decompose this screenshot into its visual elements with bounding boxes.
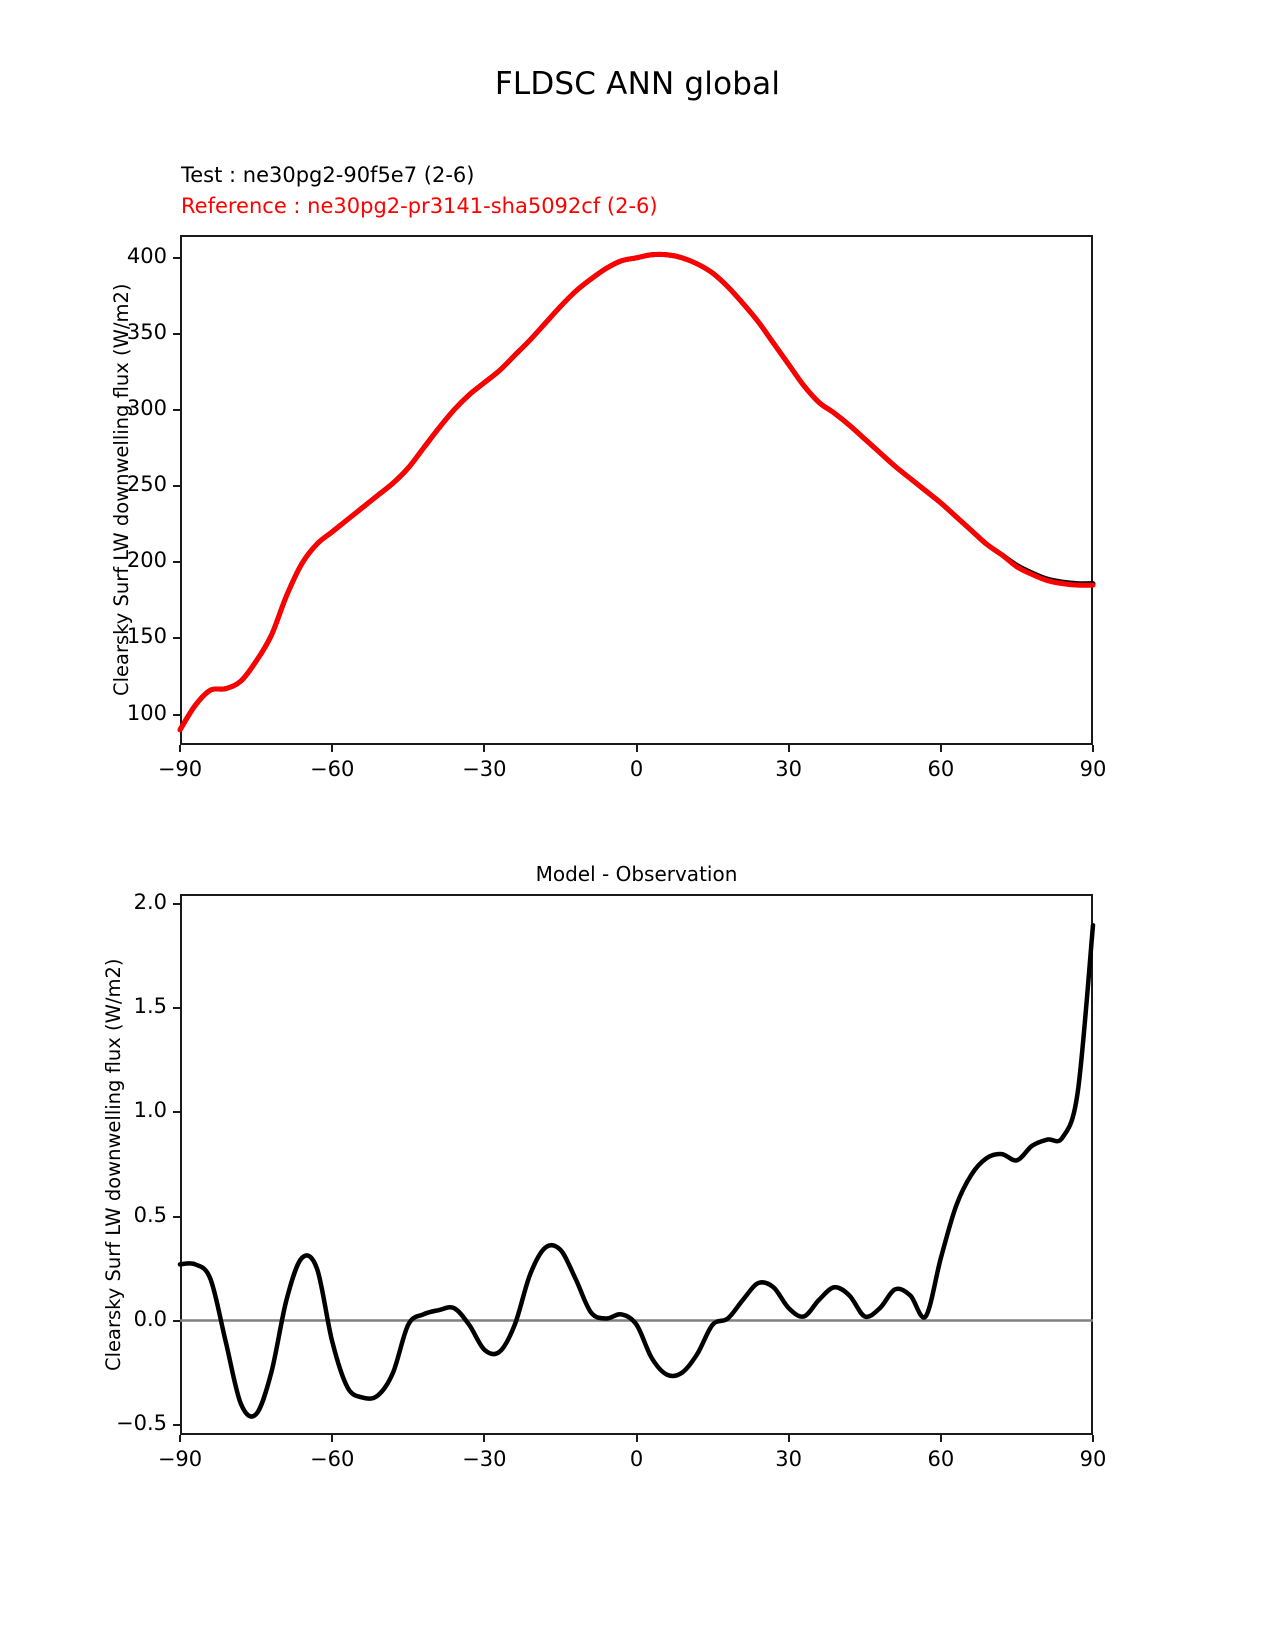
x-tick-mark [483,745,486,752]
series-line-0 [177,922,1096,1419]
page-title: FLDSC ANN global [494,66,781,102]
y-tick-label: 400 [126,243,167,268]
x-tick-mark [787,745,790,752]
y-tick-label: 250 [126,472,167,497]
x-tick-label: 0 [629,1447,644,1471]
x-tick-mark [635,1435,638,1442]
x-tick-mark [939,1435,942,1442]
y-tick-label: 200 [126,548,167,573]
y-tick-mark [173,1319,180,1322]
x-tick-label: 60 [927,1447,955,1471]
x-tick-mark [1092,1435,1094,1442]
difference-panel-title: Model - Observation [535,862,738,886]
x-tick-mark [331,1435,334,1442]
x-tick-label: −30 [462,1447,507,1471]
legend-reference-label: Reference : ne30pg2-pr3141-sha5092cf (2-… [181,194,658,218]
x-tick-label: 60 [927,757,955,781]
y-tick-label: 300 [126,396,167,421]
x-tick-label: −30 [462,757,507,781]
y-tick-label: 2.0 [133,890,167,915]
y-tick-mark [173,409,180,412]
y-tick-label: 150 [126,624,167,649]
x-tick-mark [331,745,334,752]
y-tick-mark [173,561,180,564]
y-tick-mark [173,1423,180,1426]
x-tick-label: 30 [775,1447,803,1471]
y-tick-mark [173,637,180,640]
y-tick-label: 1.5 [133,994,167,1019]
x-tick-mark [179,1435,181,1442]
y-tick-label: 0.0 [133,1306,167,1331]
x-tick-mark [787,1435,790,1442]
x-tick-label: −60 [309,757,355,781]
y-tick-label: −0.5 [116,1410,167,1435]
y-tick-mark [173,1007,180,1010]
series-line-1 [177,251,1096,733]
y-tick-label: 1.0 [133,1098,167,1123]
legend: Test : ne30pg2-90f5e7 (2-6) Reference : … [181,160,881,222]
x-tick-label: 90 [1079,1447,1107,1471]
y-tick-mark [173,903,180,906]
x-tick-label: −90 [157,1447,203,1471]
y-tick-mark [173,332,180,335]
x-tick-label: 90 [1079,757,1107,781]
x-tick-mark [635,745,638,752]
legend-test-label: Test : ne30pg2-90f5e7 (2-6) [181,163,475,187]
y-tick-label: 100 [126,700,167,725]
y-tick-label: 0.5 [133,1202,167,1227]
x-tick-mark [1092,745,1094,752]
y-tick-label: 350 [126,319,167,344]
x-tick-mark [939,745,942,752]
y-tick-mark [173,256,180,259]
y-tick-mark [173,713,180,716]
x-tick-label: −60 [309,1447,355,1471]
zonal-mean-axes [180,235,1093,745]
difference-axes [180,894,1093,1435]
x-tick-label: 0 [629,757,644,781]
x-tick-label: −90 [157,757,203,781]
y-tick-mark [173,485,180,488]
x-tick-mark [483,1435,486,1442]
y-tick-mark [173,1215,180,1218]
x-tick-label: 30 [775,757,803,781]
y-tick-mark [173,1111,180,1114]
x-tick-mark [179,745,181,752]
